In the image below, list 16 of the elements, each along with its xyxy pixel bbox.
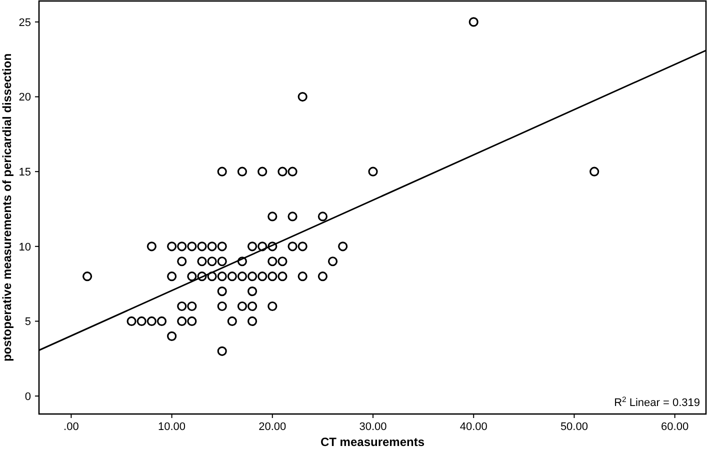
x-tick-label: 10.00: [158, 421, 186, 433]
x-tick-label: 20.00: [258, 421, 286, 433]
y-tick-label: 20: [18, 92, 31, 104]
x-tick-label: 60.00: [661, 421, 689, 433]
y-tick-label: 10: [18, 241, 31, 254]
x-tick-label: 30.00: [359, 421, 387, 433]
y-tick-label: 15: [18, 166, 31, 178]
y-tick-label: 0: [24, 390, 31, 403]
x-tick-label: .00: [64, 421, 79, 433]
x-tick-label: 40.00: [460, 421, 488, 433]
annotation: R$^{2}$ Linear = 0.319: [614, 394, 700, 409]
y-axis-title: postoperative measurements of pericardial dissection: [0, 53, 14, 362]
y-tick-label: 5: [24, 316, 31, 328]
y-tick-label: 25: [18, 16, 31, 29]
x-axis-title: CT measurements: [320, 435, 425, 449]
x-tick-label: 50.00: [560, 421, 588, 433]
